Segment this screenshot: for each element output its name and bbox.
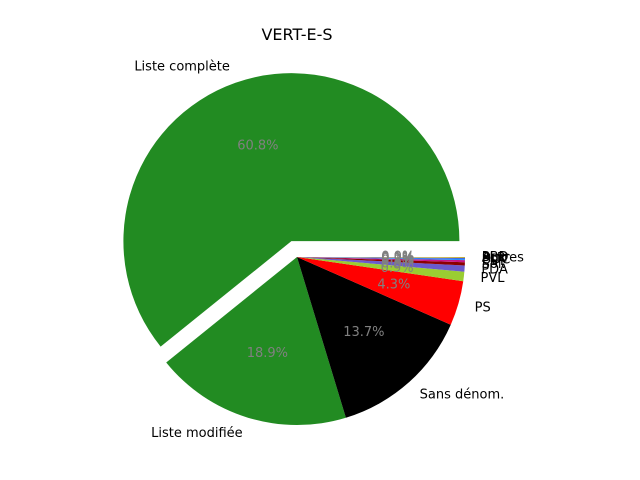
pie-slice-autres xyxy=(297,257,465,259)
pie-slice-pbd xyxy=(297,257,465,258)
slice-label-autres: Autres xyxy=(482,250,524,265)
slice-percent-autres: 0.0% xyxy=(381,250,414,265)
pie-slice-ps xyxy=(297,257,464,325)
slice-label-pda: PDA xyxy=(481,262,508,277)
slice-percent-pst: 0.2% xyxy=(381,252,414,267)
pie-slice-pst xyxy=(297,257,465,263)
slice-label-sol: Sol. xyxy=(482,257,506,272)
slice-percent-pvl: 0.9% xyxy=(381,261,414,276)
pie-slice-liste-complete xyxy=(123,73,460,347)
slice-label-udc: UDC xyxy=(482,252,511,267)
pie-slices xyxy=(123,73,465,425)
slice-label-plr: PLR xyxy=(482,251,506,266)
pie-slice-sans-denom xyxy=(297,257,451,418)
slice-percent-sol: 0.3% xyxy=(381,254,414,269)
pie-slice-pvl xyxy=(297,257,465,282)
slice-label-pvl: PVL xyxy=(481,271,506,286)
pie-slice-plr xyxy=(297,257,465,260)
slice-label-liste-complete: Liste complète xyxy=(134,59,230,74)
pie-slice-sol xyxy=(297,257,465,266)
slice-label-ps: PS xyxy=(475,300,491,315)
slice-percent-liste-complete: 60.8% xyxy=(237,139,278,154)
pie-slice-pda xyxy=(297,257,465,272)
slice-label-pbd: PBD xyxy=(482,250,509,265)
slice-percent-pda: 0.6% xyxy=(381,256,414,271)
slice-percent-ps: 4.3% xyxy=(377,277,410,292)
slice-percent-sans-denom: 13.7% xyxy=(343,325,384,340)
pie-slice-liste-modifiee xyxy=(166,257,346,425)
slice-percent-plr: 0.1% xyxy=(381,250,414,265)
slice-percent-pbd: 0.0% xyxy=(381,250,414,265)
pie-slice-udc xyxy=(297,257,465,261)
pie-labels: Liste complète 60.8% Liste modifiée 18.9% Sa… xyxy=(134,59,524,441)
slice-percent-udc: 0.1% xyxy=(381,251,414,266)
slice-percent-liste-modifiee: 18.9% xyxy=(247,346,288,361)
slice-label-sans-denom: Sans dénom. xyxy=(420,388,505,403)
chart-title: VERT-E-S xyxy=(261,25,332,44)
slice-label-liste-modifiee: Liste modifiée xyxy=(151,426,243,441)
slice-label-pst: PST xyxy=(482,254,506,269)
